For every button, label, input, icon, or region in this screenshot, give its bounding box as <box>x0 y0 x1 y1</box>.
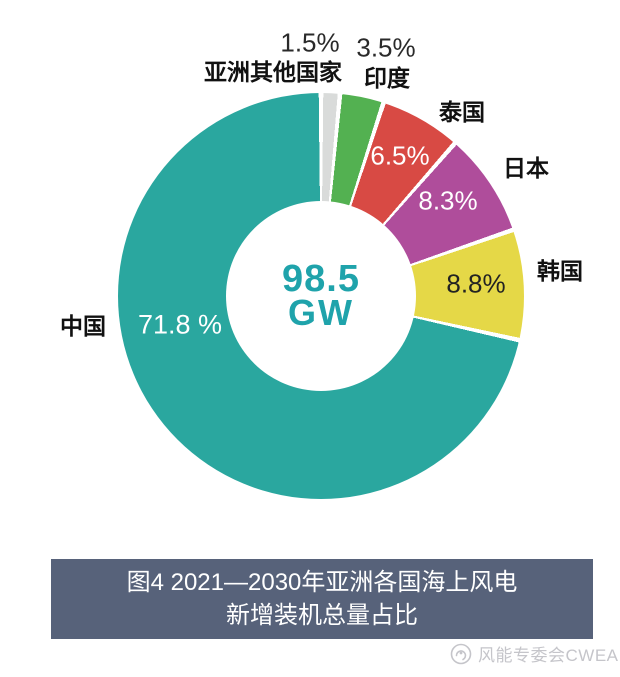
slice-pct-india: 3.5% <box>356 32 416 63</box>
slice-pct-other-asia: 1.5% <box>280 27 340 58</box>
watermark: 风能专委会CWEA <box>449 641 619 666</box>
slice-label-india: 印度 <box>364 65 410 91</box>
slice-pct-japan: 8.3% <box>418 185 478 216</box>
figure-caption: 图4 2021—2030年亚洲各国海上风电 新增装机总量占比 <box>51 559 593 639</box>
donut-chart: 98.5 GW <box>118 93 524 499</box>
slice-label-korea: 韩国 <box>537 258 583 284</box>
watermark-text: 风能专委会CWEA <box>478 646 619 665</box>
slice-label-china: 中国 <box>60 313 106 339</box>
slice-pct-korea: 8.8% <box>446 268 506 299</box>
slice-pct-china: 71.8 % <box>137 309 223 340</box>
slice-label-other-asia: 亚洲其他国家 <box>204 59 342 85</box>
cwea-logo-icon <box>450 643 472 664</box>
slice-label-japan: 日本 <box>503 155 549 181</box>
slice-label-thailand: 泰国 <box>439 99 485 125</box>
figure-caption-line2: 新增装机总量占比 <box>226 602 418 629</box>
center-total-value: 98.5 <box>282 258 360 300</box>
donut-hole: 98.5 GW <box>226 201 416 391</box>
center-total-unit: GW <box>288 292 354 333</box>
figure-caption-line1: 图4 2021—2030年亚洲各国海上风电 <box>126 569 518 596</box>
slice-pct-thailand: 6.5% <box>370 140 430 171</box>
